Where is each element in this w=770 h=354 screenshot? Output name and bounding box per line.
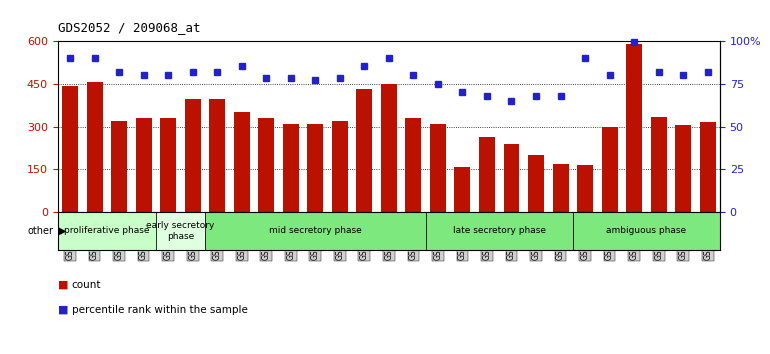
Text: ■: ■ [58, 280, 69, 290]
Bar [381, 84, 397, 212]
Bar [426, 212, 573, 250]
Bar [528, 155, 544, 212]
Bar [58, 212, 156, 250]
Bar [357, 89, 373, 212]
Bar [626, 44, 642, 212]
Bar [332, 121, 348, 212]
Bar [136, 118, 152, 212]
Bar [160, 118, 176, 212]
Text: percentile rank within the sample: percentile rank within the sample [72, 305, 247, 315]
Bar [62, 86, 78, 212]
Bar [504, 144, 520, 212]
Text: proliferative phase: proliferative phase [64, 227, 149, 235]
Bar [553, 164, 568, 212]
Bar [185, 99, 201, 212]
Bar [156, 212, 205, 250]
Bar [283, 124, 299, 212]
Text: GDS2052 / 209068_at: GDS2052 / 209068_at [58, 21, 200, 34]
Bar [209, 99, 225, 212]
Bar [258, 118, 274, 212]
Bar [234, 112, 249, 212]
Text: late secretory phase: late secretory phase [453, 227, 546, 235]
Bar [111, 121, 127, 212]
Bar [651, 116, 667, 212]
Text: early secretory
phase: early secretory phase [146, 221, 215, 241]
Text: ambiguous phase: ambiguous phase [606, 227, 686, 235]
Bar [307, 124, 323, 212]
Text: ▶: ▶ [59, 226, 67, 236]
Bar [405, 118, 421, 212]
Bar [454, 167, 470, 212]
Text: mid secretory phase: mid secretory phase [269, 227, 362, 235]
Bar [479, 137, 495, 212]
Bar [205, 212, 426, 250]
Bar [601, 126, 618, 212]
Bar [573, 212, 720, 250]
Bar [430, 124, 446, 212]
Bar [700, 122, 715, 212]
Text: count: count [72, 280, 101, 290]
Bar [675, 125, 691, 212]
Bar [86, 82, 102, 212]
Bar [577, 165, 593, 212]
Text: other: other [28, 226, 54, 236]
Text: ■: ■ [58, 305, 69, 315]
